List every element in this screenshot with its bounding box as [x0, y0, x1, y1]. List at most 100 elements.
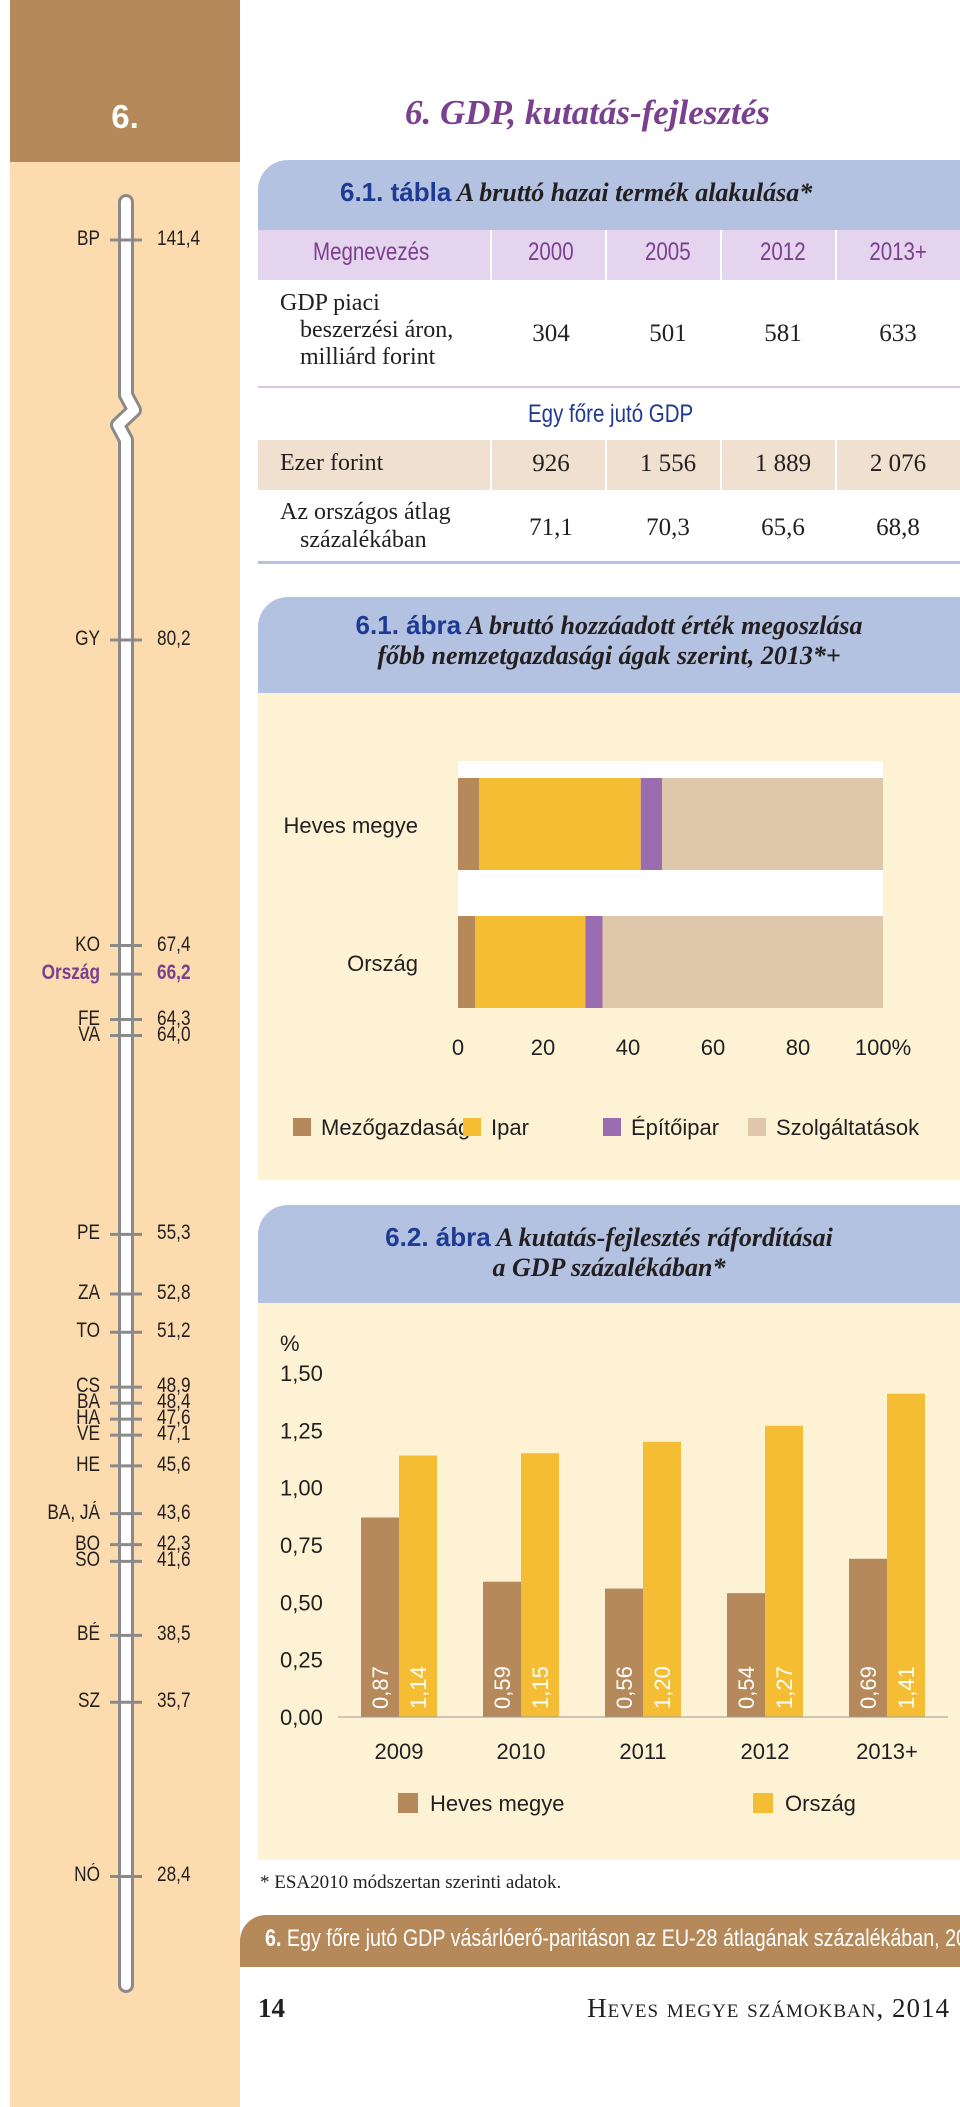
rank-code: VA [78, 1022, 100, 1046]
rank-code: VE [77, 1422, 100, 1446]
y-axis-label: % [280, 1331, 300, 1356]
row-label-gdp: GDP piaci beszerzési áron, milliárd fori… [280, 290, 454, 370]
y-tick-label: 1,00 [280, 1476, 323, 1501]
y-tick-label: 0,00 [280, 1705, 323, 1730]
cell-pc-2012: 1 889 [754, 450, 812, 477]
table-row-percent: Az országos átlag százalékában 71,1 70,3… [258, 492, 960, 564]
col-header-label: Megnevezés [313, 238, 430, 266]
rank-code: BP [77, 227, 100, 250]
bar [483, 1581, 521, 1717]
col-header-2012: 2012 [760, 238, 806, 266]
cell-gdp-2000: 304 [532, 320, 570, 347]
y-tick-label: 0,25 [280, 1648, 323, 1673]
cell-gdp-2005: 501 [649, 320, 687, 347]
rank-value: 48,4 [157, 1390, 191, 1414]
rank-value: 66,2 [157, 961, 191, 985]
rank-value: 47,1 [157, 1422, 191, 1446]
rank-value: 45,6 [157, 1452, 191, 1476]
data-label: 0,54 [734, 1666, 759, 1709]
x-tick-label: 100% [855, 1035, 911, 1060]
rank-value: 52,8 [157, 1281, 191, 1305]
figure1-header-band [258, 597, 960, 693]
cell-pct-2005: 70,3 [646, 514, 690, 541]
ranking-scale [110, 194, 142, 1993]
rank-value: 38,5 [157, 1622, 191, 1646]
rank-value: 141,4 [157, 227, 201, 250]
legend-swatch [603, 1118, 621, 1136]
rank-code: SO [75, 1548, 100, 1572]
data-label: 1,20 [650, 1666, 675, 1709]
table-title: 6.1. tábla A bruttó hazai termék alakulá… [340, 177, 812, 208]
rank-value: 47,6 [157, 1406, 191, 1430]
bar-segment [475, 916, 586, 1008]
table-number: 6.1. tábla [340, 177, 452, 207]
rank-code: ZA [77, 1281, 100, 1305]
bar-segment [640, 778, 662, 870]
cell-gdp-2013: 633 [879, 320, 917, 347]
figure1-title: 6.1. ábra A bruttó hozzáadott érték mego… [355, 610, 863, 670]
table-row-per-capita: Ezer forint 926 1 556 1 889 2 076 [258, 440, 960, 490]
data-label: 0,69 [856, 1666, 881, 1709]
publication-title: Heves megye számokban, 2014 [587, 1993, 950, 2023]
data-label: 1,14 [406, 1666, 431, 1709]
x-tick-label: 2012 [741, 1739, 790, 1764]
figure2-title: 6.2. ábra A kutatás-fejlesztés ráfordítá… [385, 1222, 833, 1282]
category-label: Ország [347, 951, 418, 976]
figure2-body: % 0,00 0,25 0,50 0,75 1,00 1,25 1,50 0,87 1,14 200… [258, 1303, 960, 1860]
row-label-percent: Az országos átlag százalékában [280, 499, 451, 553]
grouped-bar-chart: % 0,00 0,25 0,50 0,75 1,00 1,25 1,50 0,87 1,14 200… [280, 1331, 948, 1816]
rank-value: 67,4 [157, 932, 191, 956]
legend-swatch [293, 1118, 311, 1136]
legend-swatch [748, 1118, 766, 1136]
y-tick-label: 1,25 [280, 1418, 323, 1443]
data-label: 0,87 [368, 1666, 393, 1709]
rank-code: Ország [41, 961, 100, 985]
legend-swatch [753, 1793, 773, 1813]
bar [849, 1558, 887, 1717]
figure2-header-band [258, 1205, 960, 1303]
cell-gdp-2012: 581 [764, 320, 802, 347]
bar [887, 1393, 925, 1717]
data-label: 1,27 [772, 1666, 797, 1709]
chapter-box [10, 0, 240, 162]
legend-label: Heves megye [430, 1791, 565, 1816]
x-tick-label: 80 [786, 1035, 810, 1060]
rank-value: 28,4 [157, 1863, 191, 1887]
rank-value: 64,0 [157, 1022, 191, 1046]
figure1-body: Heves megye Ország 0 20 40 60 80 100% Mezőgazdas… [258, 693, 960, 1180]
figure2-number: 6.2. ábra [385, 1222, 491, 1252]
bottom-bar [240, 1915, 960, 1967]
bar [361, 1517, 399, 1717]
y-tick-label: 1,50 [280, 1361, 323, 1386]
cell-pct-2013: 68,8 [876, 514, 920, 541]
chapter-number: 6. [111, 98, 139, 135]
bar-segment [458, 778, 480, 870]
legend-label: Mezőgazdaság [321, 1115, 470, 1140]
bottom-bar-caption: 6. Egy főre jutó GDP vásárlóerő-paritáso… [265, 1925, 960, 1952]
bar-segment [458, 916, 475, 1008]
x-tick-label: 2010 [497, 1739, 546, 1764]
bar [727, 1593, 765, 1717]
table-column-header-row: Megnevezés 2000 2005 2012 2013+ [258, 230, 960, 280]
rank-value: 55,3 [157, 1221, 191, 1245]
rank-code: NÓ [74, 1863, 100, 1887]
page-number: 14 [258, 1993, 285, 2023]
cell-pc-2000: 926 [532, 450, 570, 477]
table-subheader: Egy főre jutó GDP [528, 400, 694, 428]
rank-value: 42,3 [157, 1531, 191, 1555]
bar [643, 1441, 681, 1717]
data-label: 1,15 [528, 1666, 553, 1709]
rank-code: HA [76, 1406, 100, 1430]
col-header-2000: 2000 [528, 238, 574, 266]
y-tick-label: 0,50 [280, 1590, 323, 1615]
rank-code: HE [76, 1452, 100, 1476]
row-label-per-capita: Ezer forint [280, 450, 384, 476]
footnote: * ESA2010 módszertan szerinti adatok. [260, 1872, 562, 1893]
data-label: 0,59 [490, 1666, 515, 1709]
bar-segment [662, 778, 883, 870]
x-tick-label: 20 [531, 1035, 555, 1060]
table-row-gdp: GDP piaci beszerzési áron, milliárd fori… [258, 280, 960, 388]
rank-value: 51,2 [157, 1319, 191, 1343]
page-title: 6. GDP, kutatás-fejlesztés [405, 93, 770, 132]
data-label: 1,41 [894, 1666, 919, 1709]
